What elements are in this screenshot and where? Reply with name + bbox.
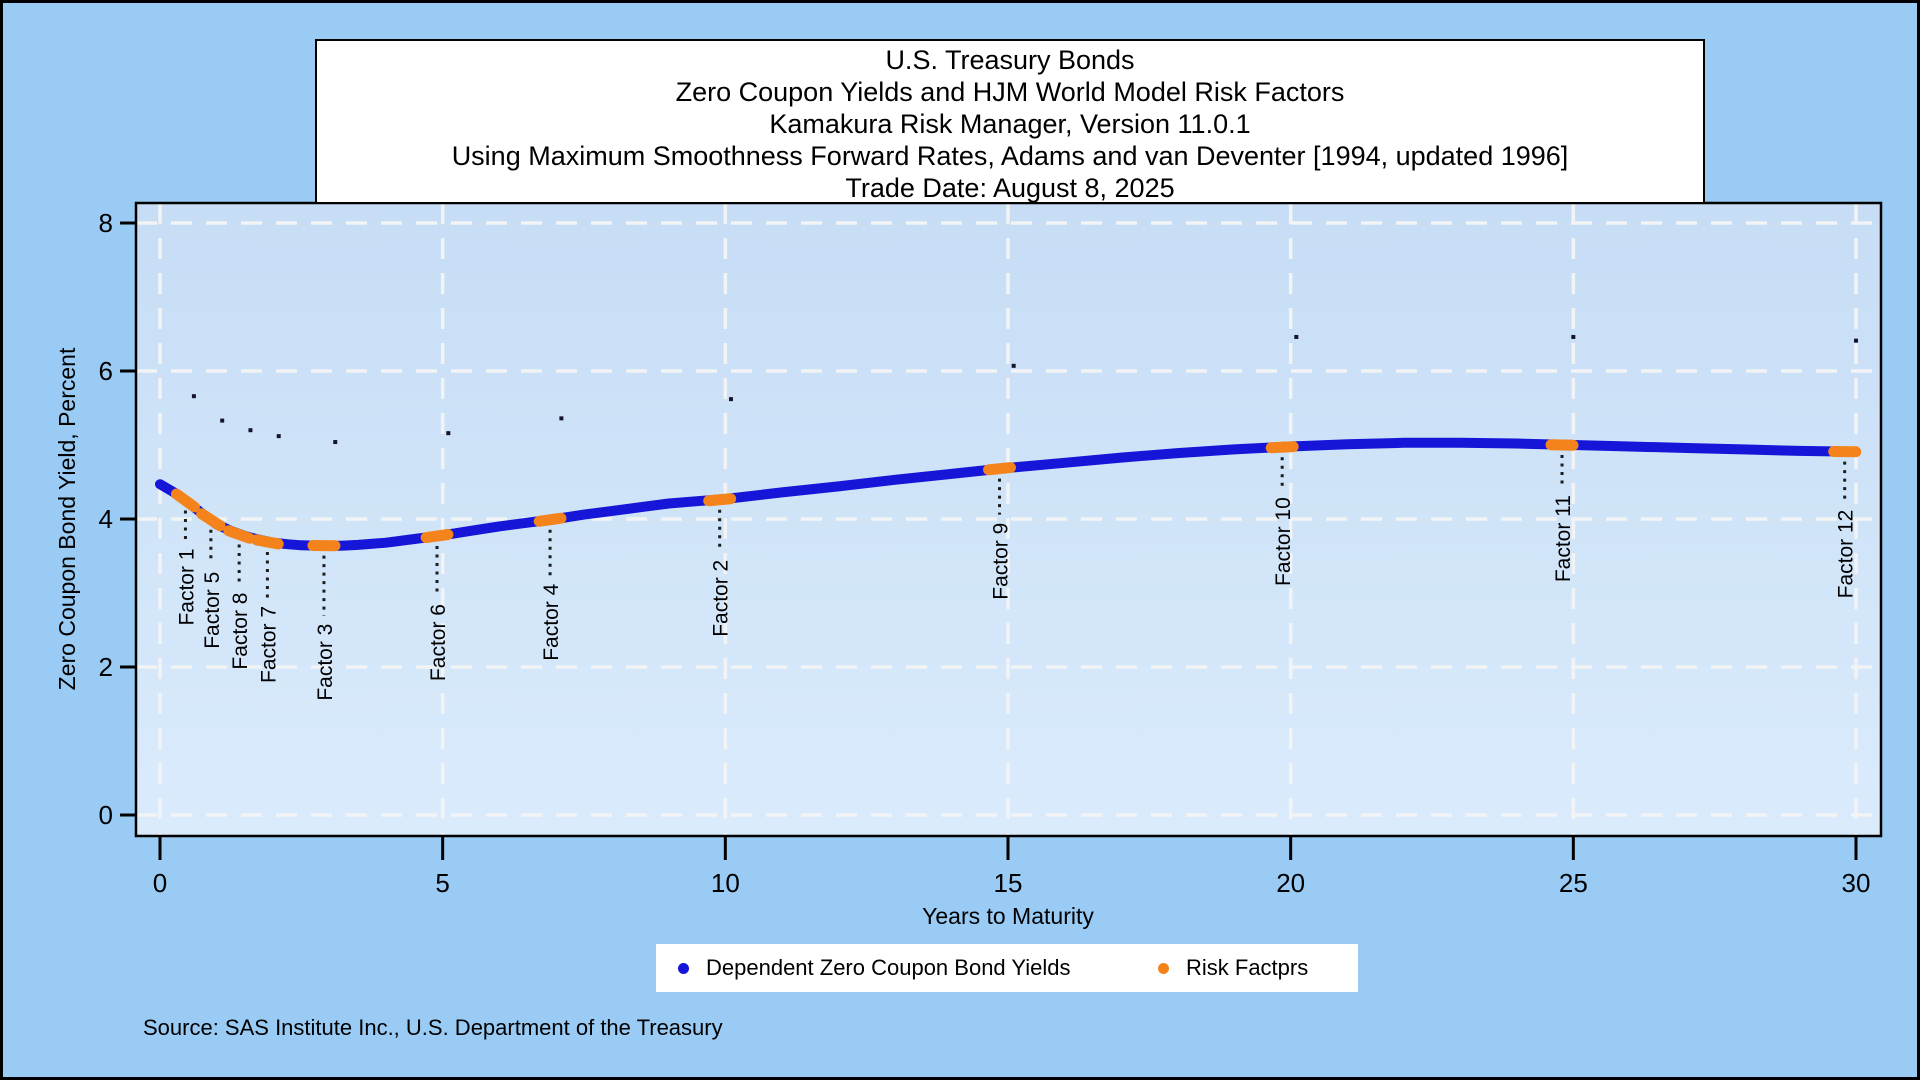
source-note: Source: SAS Institute Inc., U.S. Departm… bbox=[143, 1015, 723, 1040]
risk-factor-marker bbox=[420, 528, 454, 544]
observed-yield-dot bbox=[1854, 338, 1858, 343]
factor-label: Factor 2 bbox=[710, 560, 733, 637]
y-tick-label: 4 bbox=[99, 504, 113, 534]
observed-yield-dot bbox=[191, 394, 196, 399]
risk-factor-marker bbox=[223, 525, 255, 544]
legend-label-risk-factors: Risk Factprs bbox=[1186, 955, 1309, 980]
observed-yield-dot bbox=[276, 434, 281, 439]
risk-factor-marker bbox=[196, 508, 226, 532]
factor-label: Factor 6 bbox=[427, 604, 450, 681]
factor-label: Factor 3 bbox=[314, 624, 337, 701]
title-line-2: Zero Coupon Yields and HJM World Model R… bbox=[675, 77, 1345, 107]
observed-yield-dot bbox=[446, 431, 451, 436]
factor-label: Factor 4 bbox=[540, 583, 563, 660]
risk-factor-marker bbox=[983, 462, 1016, 476]
title-line-1: U.S. Treasury Bonds bbox=[885, 45, 1135, 75]
factor-label: Factor 9 bbox=[990, 523, 1013, 600]
chart-title-box: U.S. Treasury Bonds Zero Coupon Yields a… bbox=[315, 39, 1705, 204]
title-line-5: Trade Date: August 8, 2025 bbox=[845, 173, 1175, 203]
factor-label: Factor 7 bbox=[257, 606, 280, 683]
title-line-4: Using Maximum Smoothness Forward Rates, … bbox=[451, 141, 1569, 171]
y-axis-title: Zero Coupon Bond Yield, Percent bbox=[54, 347, 80, 690]
factor-label: Factor 11 bbox=[1552, 495, 1575, 582]
risk-factor-marker bbox=[703, 493, 737, 507]
observed-yield-dot bbox=[559, 416, 564, 421]
factor-label: Factor 12 bbox=[1835, 510, 1858, 599]
factor-label: Factor 5 bbox=[201, 572, 224, 649]
x-tick-label: 15 bbox=[994, 868, 1023, 898]
x-tick-label: 10 bbox=[711, 868, 740, 898]
title-line-3: Kamakura Risk Manager, Version 11.0.1 bbox=[769, 109, 1251, 139]
observed-yield-dot bbox=[1294, 334, 1299, 339]
y-tick-label: 2 bbox=[99, 652, 113, 682]
risk-factor-marker bbox=[1545, 439, 1579, 451]
gridlines bbox=[136, 203, 1881, 836]
x-tick-label: 5 bbox=[435, 868, 449, 898]
factor-label: Factor 10 bbox=[1272, 497, 1295, 586]
x-axis-title: Years to Maturity bbox=[922, 903, 1094, 929]
legend: Dependent Zero Coupon Bond Yields Risk F… bbox=[656, 944, 1358, 992]
risk-factor-marker bbox=[533, 512, 567, 527]
factor-label: Factor 1 bbox=[175, 549, 198, 626]
x-tick-label: 20 bbox=[1276, 868, 1305, 898]
legend-item-risk-factors: Risk Factprs bbox=[1158, 944, 1308, 992]
observed-yield-dot bbox=[1011, 363, 1016, 368]
y-tick-label: 8 bbox=[99, 208, 113, 238]
legend-label-zero-coupon-yields: Dependent Zero Coupon Bond Yields bbox=[706, 955, 1071, 980]
observed-yield-dot bbox=[728, 397, 733, 402]
x-tick-label: 25 bbox=[1559, 868, 1588, 898]
y-tick-label: 0 bbox=[99, 800, 113, 830]
observed-yield-dot bbox=[1571, 334, 1576, 339]
risk-factor-marker bbox=[251, 534, 284, 550]
x-tick-label: 30 bbox=[1842, 868, 1871, 898]
x-tick-label: 0 bbox=[153, 868, 167, 898]
risk-factor-marker bbox=[1265, 441, 1299, 454]
factor-label: Factor 8 bbox=[229, 593, 252, 670]
observed-yield-dot bbox=[333, 440, 338, 445]
legend-item-zero-coupon-yields: Dependent Zero Coupon Bond Yields bbox=[678, 944, 1070, 992]
legend-marker-blue-dot-icon bbox=[678, 962, 689, 974]
observed-yield-dot bbox=[248, 428, 253, 433]
legend-marker-orange-dot-icon bbox=[1158, 962, 1169, 974]
observed-yield-dot bbox=[220, 418, 225, 423]
risk-factor-marker bbox=[171, 488, 200, 513]
y-tick-label: 6 bbox=[99, 356, 113, 386]
